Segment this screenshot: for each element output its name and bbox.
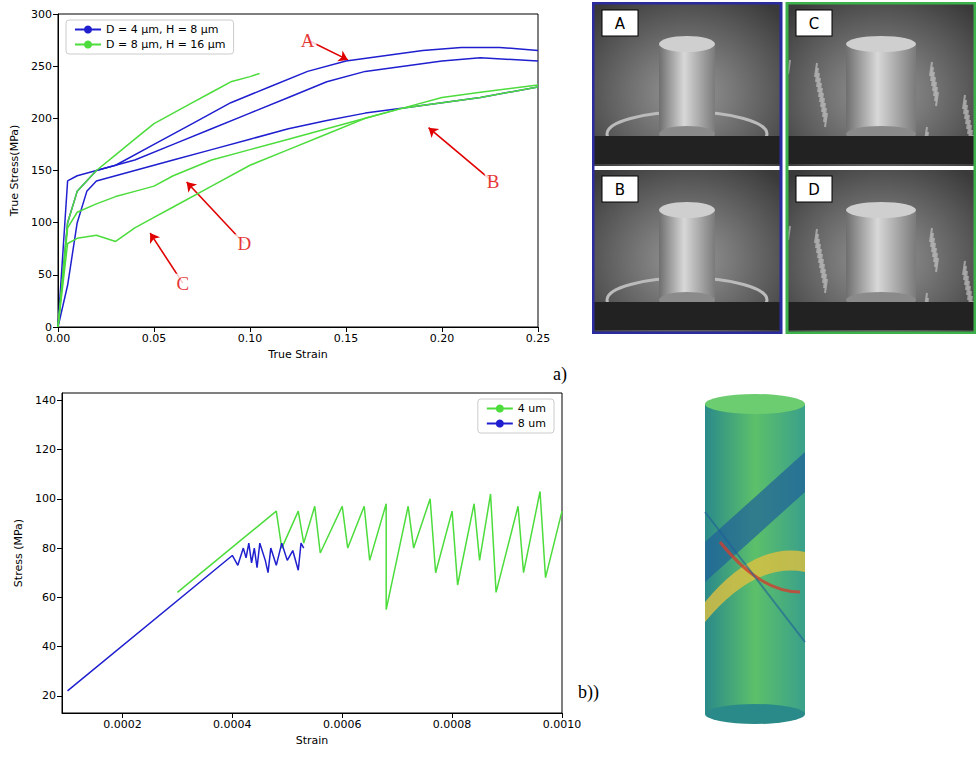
svg-text:0.0002: 0.0002 [103, 718, 142, 731]
svg-text:D = 8 µm, H = 16 µm: D = 8 µm, H = 16 µm [106, 38, 226, 51]
svg-text:0.0008: 0.0008 [433, 718, 472, 731]
svg-text:B: B [615, 181, 625, 199]
svg-text:120: 120 [35, 443, 56, 456]
svg-text:250: 250 [31, 60, 52, 73]
svg-text:60: 60 [42, 591, 56, 604]
svg-text:True Strain: True Strain [267, 348, 327, 361]
svg-text:8 um: 8 um [518, 417, 546, 430]
svg-text:100: 100 [31, 216, 52, 229]
svg-text:80: 80 [42, 542, 56, 555]
svg-text:0.0006: 0.0006 [323, 718, 362, 731]
svg-text:True Stress(MPa): True Stress(MPa) [8, 125, 21, 218]
svg-text:A: A [615, 15, 626, 33]
svg-text:A: A [301, 30, 315, 51]
svg-text:0.25: 0.25 [526, 332, 551, 345]
svg-text:20: 20 [42, 689, 56, 702]
svg-text:Stress (MPa): Stress (MPa) [12, 519, 25, 587]
svg-text:D: D [237, 233, 251, 254]
svg-text:4 um: 4 um [518, 402, 546, 415]
svg-text:0.20: 0.20 [430, 332, 455, 345]
html-text:b)): b)) [578, 682, 599, 702]
svg-text:0.0004: 0.0004 [213, 718, 252, 731]
svg-text:D: D [808, 181, 820, 199]
svg-text:100: 100 [35, 492, 56, 505]
svg-text:0.00: 0.00 [46, 332, 71, 345]
svg-text:140: 140 [35, 394, 56, 407]
svg-text:0: 0 [45, 320, 52, 334]
svg-text:0.05: 0.05 [142, 332, 167, 345]
svg-text:50: 50 [38, 268, 52, 281]
html-text:a): a) [553, 364, 567, 384]
svg-text:200: 200 [31, 112, 52, 125]
svg-text:B: B [487, 171, 500, 192]
svg-text:150: 150 [31, 164, 52, 177]
svg-text:D = 4 µm, H = 8 µm: D = 4 µm, H = 8 µm [106, 23, 219, 36]
svg-text:0.0010: 0.0010 [543, 718, 582, 731]
svg-text:0.10: 0.10 [238, 332, 263, 345]
svg-text:0.15: 0.15 [334, 332, 359, 345]
svg-text:Strain: Strain [296, 734, 329, 747]
svg-text:C: C [176, 273, 189, 294]
svg-text:40: 40 [42, 640, 56, 653]
svg-text:C: C [809, 15, 819, 33]
svg-text:300: 300 [31, 8, 52, 21]
